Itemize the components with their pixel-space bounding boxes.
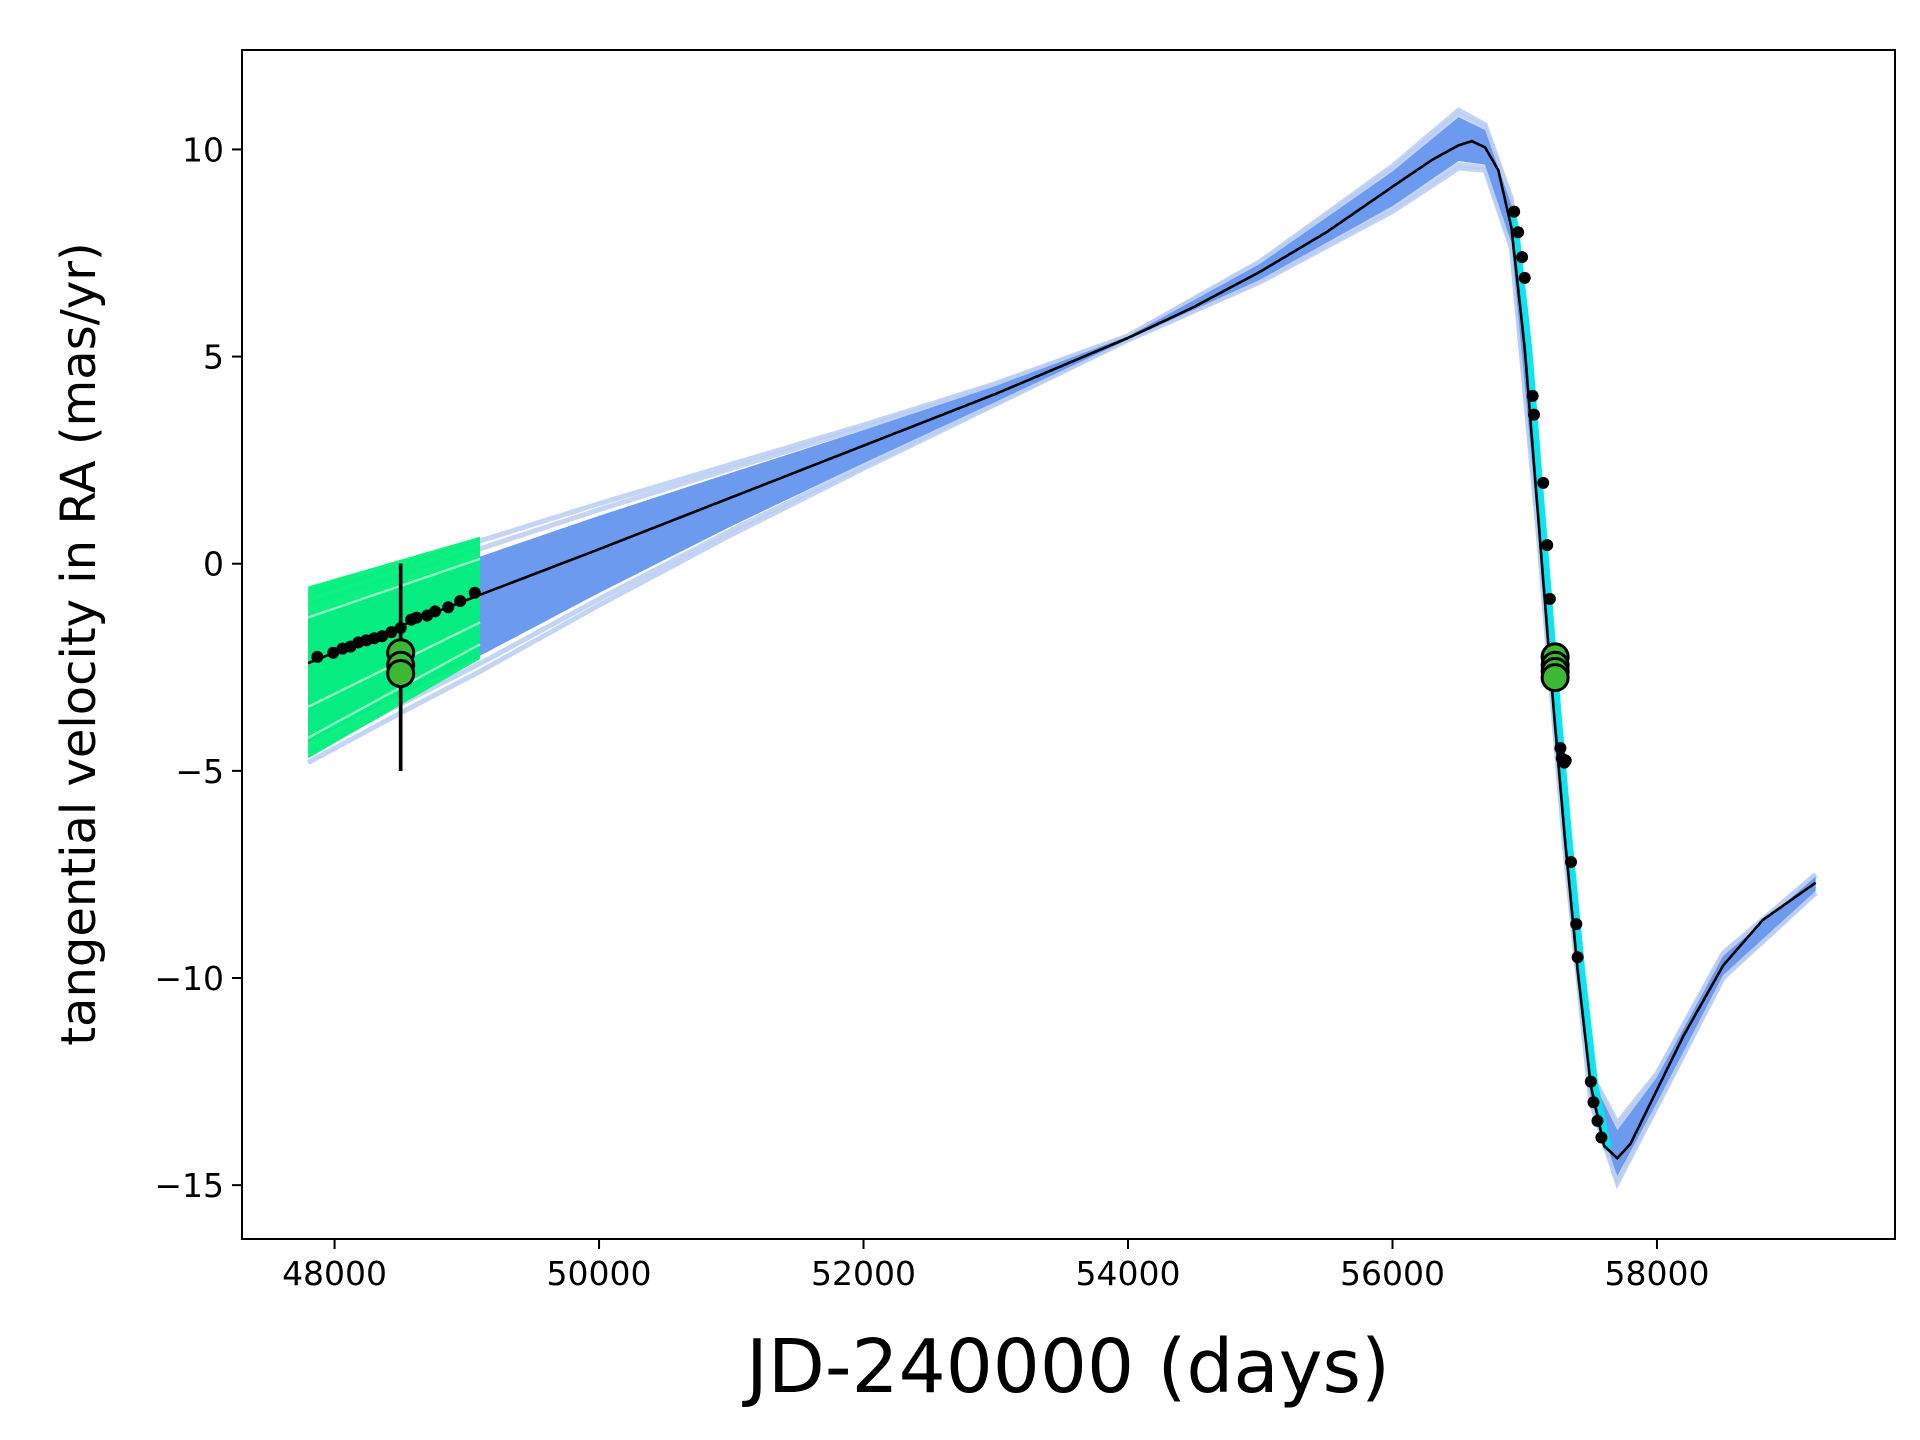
x-axis-label: JD-240000 (days) xyxy=(742,1324,1390,1410)
gaia-epoch-point xyxy=(1554,742,1567,755)
data-points xyxy=(311,205,1608,1144)
x-tick-label: 54000 xyxy=(1076,1254,1181,1293)
gaia-epoch-point xyxy=(1570,918,1583,931)
gaia-epoch-point xyxy=(1516,251,1529,264)
y-tick-label: −5 xyxy=(175,752,224,791)
hipparcos-epoch-point xyxy=(376,630,389,643)
x-tick-label: 48000 xyxy=(282,1254,387,1293)
x-tick-label: 58000 xyxy=(1604,1254,1709,1293)
x-axis: 48000 50000 52000 54000 56000 58000 xyxy=(282,1239,1709,1293)
y-tick-label: 5 xyxy=(203,338,224,377)
binned-measurement-point xyxy=(386,659,416,688)
gaia-epoch-point xyxy=(1591,1114,1604,1127)
gaia-epoch-point xyxy=(1543,592,1556,605)
hipparcos-epoch-point xyxy=(468,586,481,599)
y-axis: 10 5 0 −5 −10 −15 xyxy=(154,130,242,1205)
gaia-epoch-point xyxy=(1559,754,1572,767)
plot-area xyxy=(306,107,1818,1190)
y-tick-label: −10 xyxy=(154,959,224,998)
hipparcos-epoch-point xyxy=(442,601,455,614)
hipparcos-band-stripe-2 xyxy=(307,557,481,619)
binned-measurement-point xyxy=(1540,663,1570,693)
gaia-epoch-point xyxy=(1565,856,1578,868)
posterior-band-fill xyxy=(308,117,1816,1176)
gaia-epoch-point xyxy=(1512,226,1525,239)
gaia-epoch-point xyxy=(1508,205,1521,218)
gaia-epoch-point xyxy=(1541,539,1554,552)
hipparcos-epoch-point xyxy=(385,626,398,639)
y-axis-label: tangential velocity in RA (mas/yr) xyxy=(51,242,107,1046)
gaia-epoch-point xyxy=(1527,408,1540,421)
hipparcos-epoch-point xyxy=(454,595,467,607)
model-line xyxy=(307,139,1817,1161)
gaia-epoch-point xyxy=(1595,1131,1608,1144)
y-tick-label: 10 xyxy=(182,130,224,169)
hipparcos-epoch-point xyxy=(311,650,324,663)
gaia-epoch-point xyxy=(1584,1075,1597,1088)
hipparcos-band-stripe-0 xyxy=(307,643,481,739)
gaia-epoch-point xyxy=(1518,271,1531,284)
hipparcos-epoch-point xyxy=(410,611,423,624)
gaia-epoch-point xyxy=(1537,476,1550,489)
x-tick-label: 52000 xyxy=(811,1254,916,1293)
hipparcos-epoch-point xyxy=(327,646,340,659)
hipparcos-epoch-point xyxy=(394,621,407,634)
x-tick-label: 50000 xyxy=(547,1254,652,1293)
gaia-epoch-point xyxy=(1526,389,1539,402)
best-fit-model xyxy=(307,139,1817,1161)
gaia-epoch-point xyxy=(1587,1096,1600,1109)
gaia-epoch-point xyxy=(1571,951,1584,964)
x-tick-label: 56000 xyxy=(1340,1254,1445,1293)
y-tick-label: −15 xyxy=(154,1166,224,1205)
plot-frame xyxy=(241,49,1896,1240)
y-tick-label: 0 xyxy=(203,545,224,584)
hipparcos-epoch-point xyxy=(429,605,442,618)
